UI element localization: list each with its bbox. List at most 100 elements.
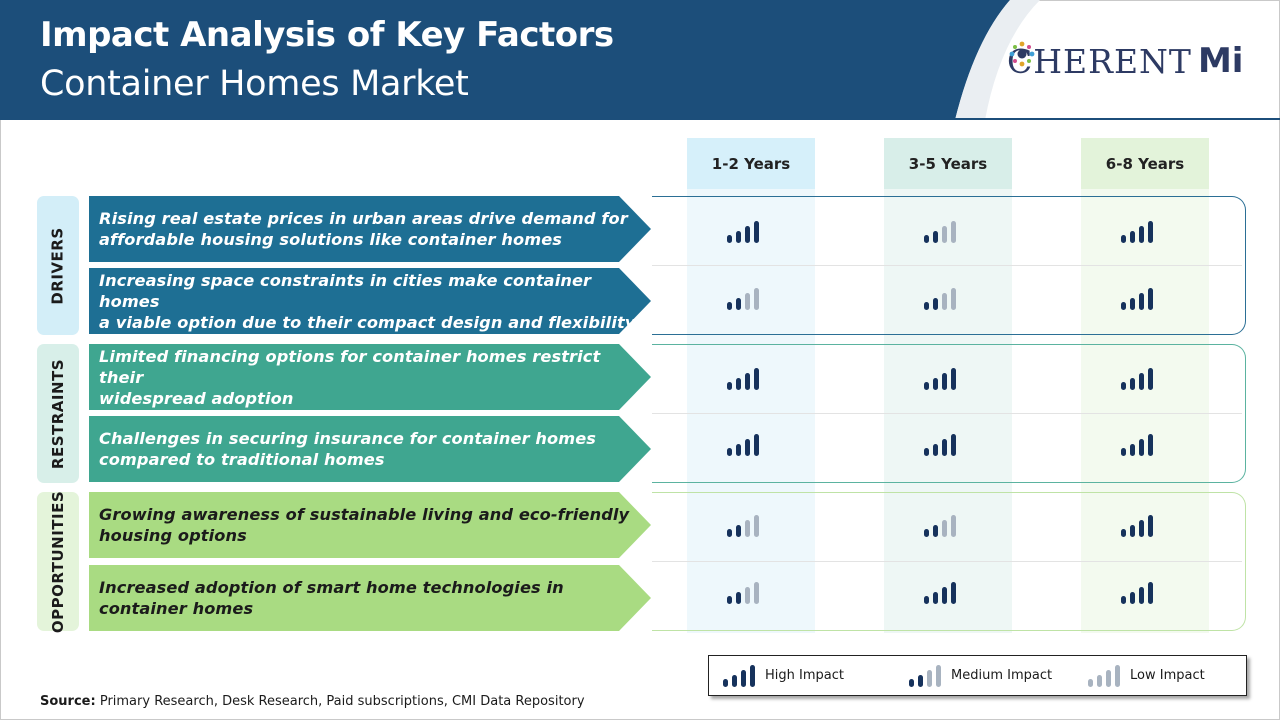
signal-bar [727,235,732,243]
high-impact-signal-icon [1121,580,1157,604]
high-impact-signal-icon [924,366,960,390]
signal-bar [727,382,732,390]
signal-bar [927,670,932,687]
factor-text: Rising real estate prices in urban areas… [99,196,639,262]
signal-bar [745,587,750,604]
factor-text: Growing awareness of sustainable living … [99,492,639,558]
signal-bar [1139,373,1144,390]
high-impact-signal-icon [1121,513,1157,537]
opportunities-label-text: OPPORTUNITIES [49,490,67,633]
signal-bar [754,221,759,243]
source-note: Source: Primary Research, Desk Research,… [40,694,585,709]
legend-low-label: Low Impact [1130,667,1205,683]
signal-bar [1148,582,1153,604]
signal-bar [754,368,759,390]
column-band-2 [884,189,1012,633]
signal-bar [1130,378,1135,390]
signal-bar [736,525,741,537]
signal-bar [745,226,750,243]
high-impact-signal-icon [1121,286,1157,310]
signal-bar [951,582,956,604]
legend-high: High Impact [723,656,844,694]
medium-impact-signal-icon [924,513,960,537]
signal-bar [1121,235,1126,243]
column-band-1 [687,189,815,633]
signal-bar [942,587,947,604]
signal-bar [745,439,750,456]
factor-text-line2: container homes [99,599,254,618]
signal-bar [1121,448,1126,456]
arrow-banner [89,492,651,558]
signal-bar [936,665,941,687]
signal-bar [942,293,947,310]
row-divider [652,561,1242,562]
signal-bar [1139,520,1144,537]
signal-bar [933,298,938,310]
signal-bar [933,592,938,604]
logo-text: HERENT [1033,41,1192,81]
factor-text-line2: a viable option due to their compact des… [99,312,636,332]
signal-bar [1148,434,1153,456]
signal-bar [933,378,938,390]
signal-bar [933,231,938,243]
column-header-6-8-years: 6-8 Years [1081,138,1209,189]
signal-bar [1139,226,1144,243]
row-divider [652,413,1242,414]
row-divider [652,265,1242,266]
signal-bar [1148,515,1153,537]
signal-bar [1121,529,1126,537]
column-header-3-5-years: 3-5 Years [884,138,1012,189]
logo-mi: Mi [1197,41,1244,81]
legend-medium-label: Medium Impact [951,667,1053,683]
column-band-3 [1081,189,1209,633]
signal-bar [1130,444,1135,456]
opportunities-section-frame [652,492,1246,631]
signal-bar [1130,298,1135,310]
factor-text-line1: Rising real estate prices in urban areas… [99,209,628,228]
signal-bar [727,529,732,537]
factor-text-line2: affordable housing solutions like contai… [99,230,563,249]
signal-bar [951,515,956,537]
factor-text-line2: widespread adoption [99,388,294,408]
arrow-banner [89,565,651,631]
signal-bar [754,434,759,456]
factor-text-line1: Challenges in securing insurance for con… [99,429,597,448]
signal-bar [1121,382,1126,390]
arrow-banner [89,196,651,262]
signal-bar [732,675,737,687]
legend-low: Low Impact [1088,656,1205,694]
high-impact-signal-icon [723,663,759,687]
high-impact-signal-icon [924,432,960,456]
signal-bar [1130,231,1135,243]
signal-bar [951,434,956,456]
source-text: Primary Research, Desk Research, Paid su… [99,694,585,709]
signal-bar [727,302,732,310]
factor-text: Increased adoption of smart home technol… [99,565,639,631]
page-title: Impact Analysis of Key Factors [40,15,614,55]
signal-bar [924,302,929,310]
signal-bar [1139,293,1144,310]
signal-bar [1097,675,1102,687]
page-subtitle: Container Homes Market [40,64,469,104]
high-impact-signal-icon [727,366,763,390]
column-header-1-2-years: 1-2 Years [687,138,815,189]
signal-bar [918,675,923,687]
signal-bar [924,235,929,243]
impact-legend: High Impact Medium Impact Low Impact [708,655,1247,696]
legend-medium: Medium Impact [909,656,1052,694]
restraints-label-text: RESTRAINTS [49,358,68,469]
low-impact-signal-icon [1088,663,1124,687]
signal-bar [1088,679,1093,687]
high-impact-signal-icon [1121,366,1157,390]
signal-bar [942,520,947,537]
signal-bar [933,525,938,537]
drivers-section-frame [652,196,1246,335]
opportunities-label: OPPORTUNITIES [37,490,79,633]
signal-bar [951,288,956,310]
signal-bar [723,679,728,687]
factor-text-line1: Increasing space constraints in cities m… [99,270,592,311]
signal-bar [754,582,759,604]
legend-high-label: High Impact [765,667,844,683]
drivers-label-text: DRIVERS [49,226,68,305]
signal-bar [924,596,929,604]
